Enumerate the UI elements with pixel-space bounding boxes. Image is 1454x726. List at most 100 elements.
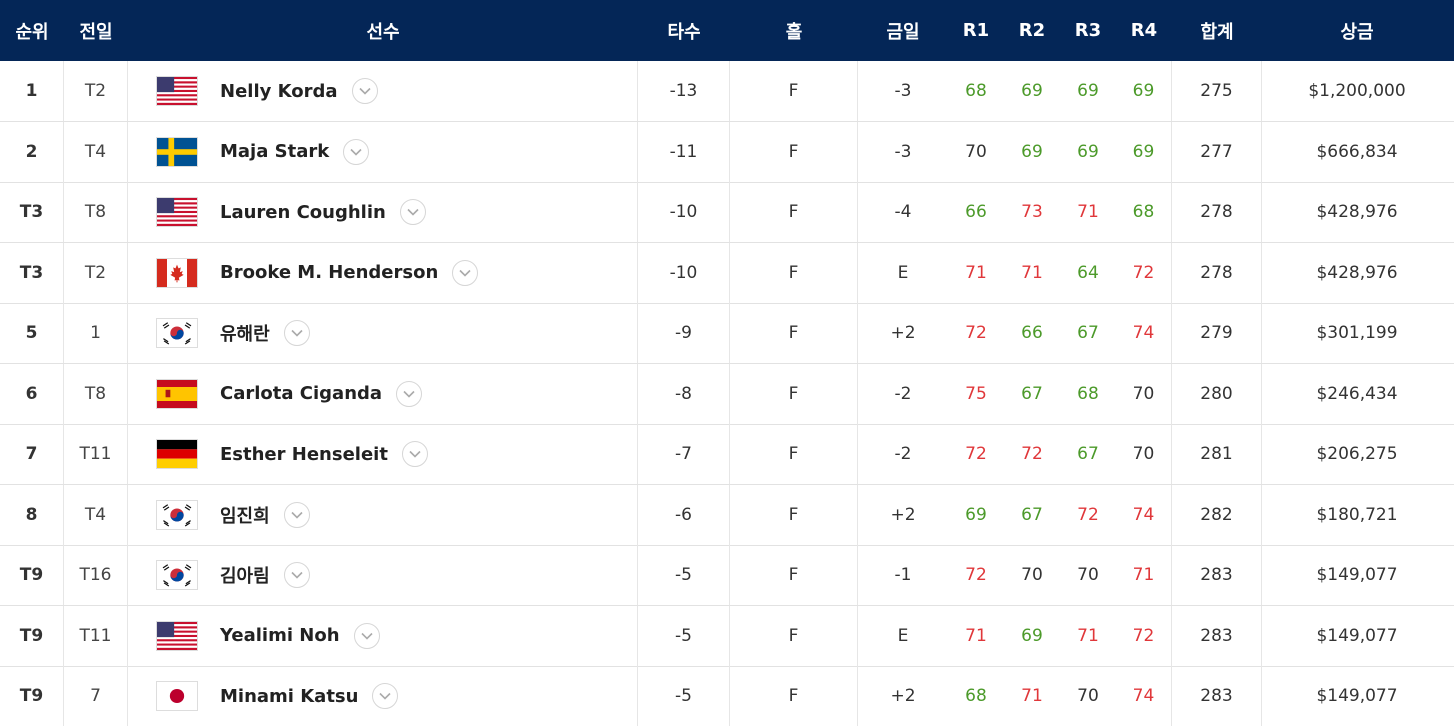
- round-3-score: 70: [1077, 686, 1099, 706]
- rank: T3: [19, 262, 44, 283]
- round-3-score: 71: [1077, 202, 1099, 222]
- rank: 6: [25, 383, 38, 404]
- round-4-score: 70: [1116, 363, 1172, 424]
- total-score: 278: [1172, 182, 1262, 242]
- expand-row-chevron-icon[interactable]: [401, 441, 428, 467]
- table-row: T3 T2 Brooke M. Henderson -10 F E 71 71 64 72 278 $…: [0, 242, 1454, 304]
- player-name[interactable]: Nelly Korda: [220, 80, 338, 102]
- to-par: -13: [638, 61, 730, 121]
- round-3-score: 67: [1077, 323, 1099, 343]
- round-4-score: 72: [1116, 242, 1172, 303]
- prize-money: $206,275: [1316, 444, 1398, 464]
- rank: 5: [25, 323, 38, 343]
- prize-money: $428,976: [1316, 262, 1398, 283]
- header-to-par: 타수: [667, 21, 701, 43]
- table-row: 7 T11 Esther Henseleit -7 F -2 72 72 67 70 281 $206…: [0, 424, 1454, 485]
- today-score: +2: [890, 323, 916, 343]
- player-name[interactable]: 김아림: [220, 566, 270, 587]
- hole: F: [730, 545, 858, 605]
- today-score: -4: [894, 202, 912, 222]
- canada-flag-icon: [156, 257, 198, 288]
- total-score: 283: [1172, 605, 1262, 666]
- leaderboard-header: 순위 전일 선수 타수 홀 금일 R1 R2 R3 R4 합계 상금: [0, 0, 1454, 61]
- expand-row-chevron-icon[interactable]: [452, 259, 479, 286]
- expand-row-chevron-icon[interactable]: [372, 683, 399, 709]
- total-score: 281: [1172, 424, 1262, 484]
- player-name[interactable]: Yealimi Noh: [220, 625, 340, 646]
- prize-money: $149,077: [1316, 565, 1398, 585]
- hole: F: [730, 484, 858, 545]
- round-1-score: 68: [965, 686, 987, 706]
- round-1-score: 69: [965, 504, 987, 525]
- rank: 1: [25, 81, 38, 101]
- hole: F: [730, 363, 858, 424]
- player-name[interactable]: Esther Henseleit: [220, 443, 388, 465]
- table-row: 2 T4 Maja Stark -11 F -3 70 69 69 69 277 $666,834: [0, 121, 1454, 183]
- prize-money: $180,721: [1316, 504, 1398, 525]
- total-score: 280: [1172, 363, 1262, 424]
- round-1-score: 72: [965, 565, 987, 585]
- player-name[interactable]: 임진희: [220, 505, 270, 527]
- table-row: T3 T8 Lauren Coughlin -10 F -4 66 73 71 68 278 $428…: [0, 182, 1454, 243]
- expand-row-chevron-icon[interactable]: [399, 199, 426, 225]
- player-name[interactable]: 유해란: [220, 324, 270, 345]
- prize-money: $428,976: [1316, 202, 1398, 222]
- round-2-score: 71: [1021, 262, 1043, 283]
- hole: F: [730, 303, 858, 363]
- expand-row-chevron-icon[interactable]: [396, 380, 423, 407]
- round-3-score: 71: [1077, 625, 1099, 646]
- prize-money: $666,834: [1316, 141, 1398, 162]
- prize-money: $1,200,000: [1308, 81, 1406, 101]
- expand-row-chevron-icon[interactable]: [283, 320, 310, 346]
- round-3-score: 64: [1077, 262, 1099, 283]
- today-score: +2: [890, 504, 916, 525]
- header-hole: 홀: [785, 21, 803, 43]
- round-4-score: 69: [1116, 61, 1172, 121]
- header-rank: 순위: [15, 21, 49, 43]
- total-score: 282: [1172, 484, 1262, 545]
- to-par: -8: [638, 363, 730, 424]
- spain-flag-icon: [156, 378, 198, 409]
- player-name[interactable]: Maja Stark: [220, 141, 330, 162]
- round-3-score: 67: [1077, 444, 1099, 464]
- expand-row-chevron-icon[interactable]: [283, 501, 310, 528]
- player-name[interactable]: Carlota Ciganda: [220, 383, 383, 404]
- previous-rank: T8: [84, 202, 107, 222]
- player-name[interactable]: Brooke M. Henderson: [220, 262, 439, 283]
- header-money: 상금: [1340, 21, 1374, 43]
- round-2-score: 67: [1021, 383, 1043, 404]
- to-par: -7: [638, 424, 730, 484]
- expand-row-chevron-icon[interactable]: [283, 562, 310, 588]
- round-3-score: 68: [1077, 383, 1099, 404]
- round-2-score: 69: [1021, 625, 1043, 646]
- round-2-score: 72: [1021, 444, 1043, 464]
- player-name[interactable]: Minami Katsu: [220, 685, 359, 707]
- korea-flag-icon: [156, 499, 198, 530]
- table-row: 5 1 유해란 -9 F +2 72 66 67 74 279 $301,199: [0, 303, 1454, 364]
- prize-money: $246,434: [1316, 383, 1398, 404]
- player-name[interactable]: Lauren Coughlin: [220, 201, 386, 223]
- to-par: -11: [638, 121, 730, 182]
- expand-row-chevron-icon[interactable]: [343, 138, 370, 165]
- round-2-score: 73: [1021, 202, 1043, 222]
- rank: 7: [25, 444, 38, 464]
- expand-row-chevron-icon[interactable]: [353, 622, 380, 649]
- today-score: E: [897, 625, 909, 646]
- table-row: T9 7 Minami Katsu -5 F +2 68 71 70 74 283 $149,077: [0, 666, 1454, 726]
- table-row: 6 T8 Carlota Ciganda -8 F -2 75 67 68 70 280 $246,4…: [0, 363, 1454, 425]
- rank: 2: [25, 141, 38, 162]
- hole: F: [730, 182, 858, 242]
- total-score: 279: [1172, 303, 1262, 363]
- today-score: -3: [894, 81, 912, 101]
- to-par: -10: [638, 242, 730, 303]
- expand-row-chevron-icon[interactable]: [351, 78, 378, 104]
- total-score: 283: [1172, 666, 1262, 726]
- previous-rank: 1: [90, 323, 101, 343]
- total-score: 283: [1172, 545, 1262, 605]
- today-score: -3: [894, 141, 912, 162]
- rank: T9: [19, 625, 44, 646]
- usa-flag-icon: [156, 76, 198, 106]
- round-3-score: 70: [1077, 565, 1099, 585]
- previous-rank: T11: [79, 444, 112, 464]
